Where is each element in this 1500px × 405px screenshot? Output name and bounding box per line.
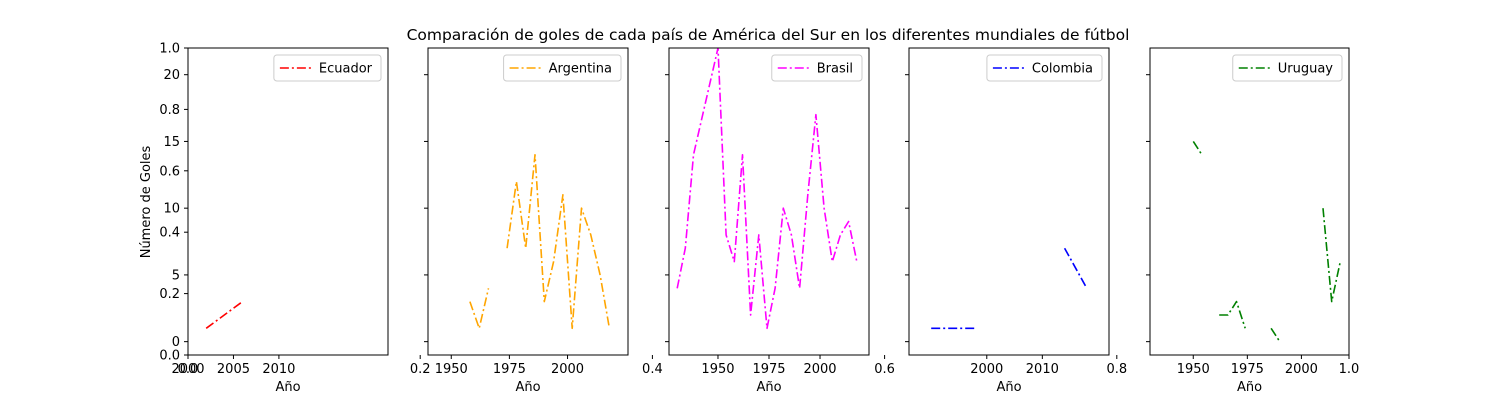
series-line-uruguay: [1219, 300, 1246, 329]
series-uruguay: [1192, 140, 1342, 343]
background-axis: 0.0 0.2 0.4 0.6 0.8 1.0 0.0 0.2 0.4 0.6 0.8 1.0: [159, 42, 1359, 378]
legend-label-colombia: Colombia: [1032, 62, 1093, 77]
y-tick-label: 20: [163, 68, 180, 83]
background-x-tick-label: 1.0: [1339, 362, 1360, 377]
series-line-ecuador: [205, 300, 243, 329]
subplot-uruguay: 1950 1975 2000 Año Uruguay: [1146, 47, 1350, 395]
subplot-ecuador: 2000 2005 2010 0 5 10 15 20 Año Ecuador: [163, 47, 389, 395]
legend-label-uruguay: Uruguay: [1278, 62, 1334, 77]
x-tick-label: 2010: [1026, 362, 1059, 377]
series-colombia: [931, 247, 1088, 330]
x-tick-label: 1975: [493, 362, 526, 377]
background-x-tick-label: 0.2: [410, 362, 431, 377]
legend-box: [273, 54, 382, 82]
background-y-tick-label: 0.2: [159, 287, 180, 302]
subplot-background: [669, 48, 869, 355]
chart-title: Comparación de goles de cada país de Amé…: [407, 26, 1130, 44]
x-tick-label: 2000: [551, 362, 584, 377]
legend-label-argentina: Argentina: [549, 62, 612, 77]
background-x-tick-label: 0.8: [1106, 362, 1127, 377]
x-tick-label: 2000: [803, 362, 836, 377]
y-axis-label: Número de Goles: [139, 145, 154, 258]
background-y-tick-label: 0.4: [159, 226, 180, 241]
legend-colombia: Colombia: [986, 54, 1103, 82]
y-tick-label: 0: [172, 335, 180, 350]
subplot-frame: [908, 47, 1110, 356]
x-tick-label: 2000: [1285, 362, 1318, 377]
series-line-uruguay: [1192, 140, 1203, 156]
series-line-uruguay: [1322, 208, 1342, 303]
x-tick-label: 2010: [262, 362, 295, 377]
x-axis-label: Año: [756, 380, 781, 395]
legend-argentina: Argentina: [503, 54, 622, 82]
background-y-tick-label: 0.8: [159, 103, 180, 118]
legend-box: [1232, 54, 1343, 82]
background-y-tick-label: 0.0: [159, 349, 180, 364]
background-y-tick-label: 1.0: [159, 42, 180, 57]
x-axis-label: Año: [1237, 380, 1262, 395]
legend-brasil: Brasil: [771, 54, 863, 82]
x-axis-label: Año: [515, 380, 540, 395]
x-tick-label: 1975: [752, 362, 785, 377]
legend-ecuador: Ecuador: [273, 54, 382, 82]
x-tick-label: 1975: [1231, 362, 1264, 377]
subplot-frame: [1149, 47, 1350, 356]
subplot-background: [428, 48, 628, 355]
subplot-background: [1150, 48, 1349, 355]
x-tick-label: 2000: [171, 362, 204, 377]
legend-uruguay: Uruguay: [1232, 54, 1343, 82]
series-argentina: [469, 154, 611, 330]
legend-label-brasil: Brasil: [817, 62, 853, 77]
background-x-tick-label: 0.0: [178, 362, 199, 377]
x-tick-label: 2000: [970, 362, 1003, 377]
subplot-frame: [187, 47, 389, 356]
subplot-panels: 2000 2005 2010 0 5 10 15 20 Año Ecuador 1950 1975 20…: [163, 47, 1350, 395]
x-tick-label: 1950: [435, 362, 468, 377]
series-brasil: [676, 48, 858, 330]
y-tick-label: 15: [163, 135, 180, 150]
series-line-uruguay: [1270, 327, 1281, 343]
series-line-colombia: [1063, 247, 1088, 289]
y-tick-label: 10: [163, 202, 180, 217]
subplot-argentina: 1950 1975 2000 Año Argentina: [424, 47, 629, 395]
series-ecuador: [205, 300, 243, 329]
legend-box: [771, 54, 863, 82]
x-tick-label: 1950: [1177, 362, 1210, 377]
background-y-tick-label: 0.6: [159, 164, 180, 179]
subplot-background: [188, 48, 388, 355]
background-x-tick-label: 0.4: [642, 362, 663, 377]
subplot-frame: [427, 47, 629, 356]
series-line-brasil: [676, 48, 858, 330]
x-axis-label: Año: [275, 380, 300, 395]
x-axis-label: Año: [996, 380, 1021, 395]
legend-box: [503, 54, 622, 82]
y-tick-label: 5: [172, 268, 180, 283]
series-line-argentina: [469, 288, 490, 330]
series-line-argentina: [506, 154, 611, 330]
subplot-colombia: 2000 2010 Año Colombia: [905, 47, 1110, 395]
background-x-tick-label: 0.6: [874, 362, 895, 377]
x-tick-label: 1950: [701, 362, 734, 377]
subplot-background: [909, 48, 1109, 355]
x-tick-label: 2005: [217, 362, 250, 377]
legend-box: [986, 54, 1103, 82]
legend-label-ecuador: Ecuador: [319, 62, 373, 77]
subplot-brasil: 1950 1975 2000 Año Brasil: [665, 47, 870, 395]
